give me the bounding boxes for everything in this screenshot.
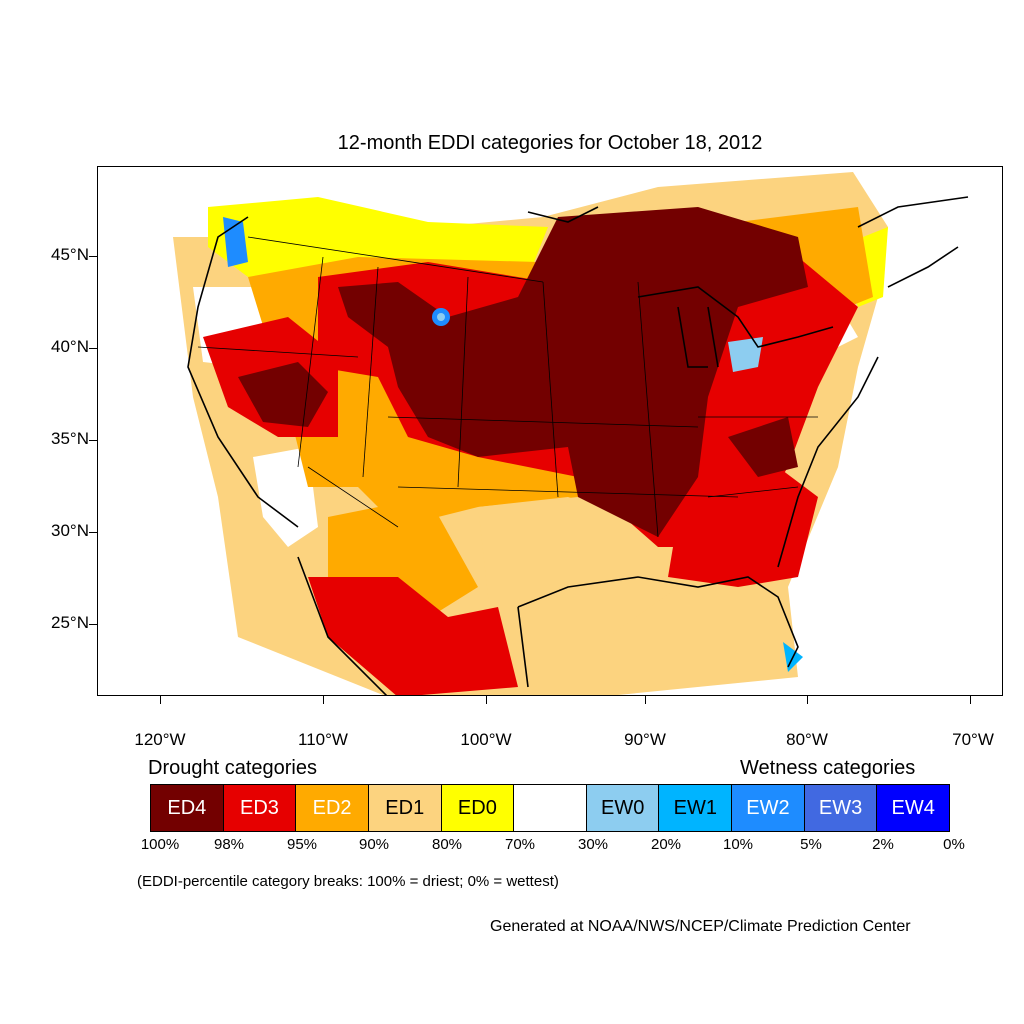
lat-tick [89,440,97,441]
lat-tick [89,532,97,533]
lat-tick [89,256,97,257]
lon-label: 110°W [298,730,348,749]
lon-label: 80°W [786,730,828,749]
lon-tick [807,696,808,704]
legend-box-ew3: EW3 [804,785,878,831]
legend-box-ed2: ED2 [296,785,369,831]
legend-box-ed3: ED3 [223,785,297,831]
legend-break: 5% [800,836,822,853]
legend-break: 20% [650,836,682,853]
ed3-mexico [308,577,518,695]
legend-break: 90% [358,836,390,853]
lat-label: 40°N [51,337,89,356]
lon-tick [160,696,161,704]
category-legend: ED4 ED3 ED2 ED1 ED0 EW0 EW1 EW2 EW3 EW4 [150,784,950,832]
legend-break: 2% [872,836,894,853]
lon-tick [486,696,487,704]
lon-label: 90°W [624,730,666,749]
california-white [253,447,318,547]
state-boundaries [197,236,818,538]
lon-label: 100°W [460,730,512,749]
eddi-map [173,172,969,695]
legend-break: 30% [577,836,609,853]
legend-box-ew0: EW0 [586,785,660,831]
legend-break: 100% [140,836,180,853]
lon-label: 120°W [134,730,186,749]
legend-box-normal [514,785,587,831]
wetness-categories-title: Wetness categories [740,757,916,779]
ed4-virginia [728,417,798,477]
lat-tick [89,624,97,625]
credit-text: Generated at NOAA/NWS/NCEP/Climate Predi… [490,918,911,935]
legend-box-ew4: EW4 [877,785,950,831]
drought-categories-title: Drought categories [148,757,317,779]
legend-break: 0% [943,836,965,853]
lat-label: 25°N [51,613,89,632]
legend-break: 10% [722,836,754,853]
map-title: 12-month EDDI categories for October 18,… [337,132,763,154]
coastlines [187,196,969,695]
lat-label: 45°N [51,245,89,264]
ed4-midwest [338,207,808,537]
legend-break: 98% [213,836,245,853]
lat-tick [89,348,97,349]
legend-break: 70% [504,836,536,853]
legend-box-ew2: EW2 [732,785,805,831]
legend-break: 80% [431,836,463,853]
legend-box-ew1: EW1 [659,785,733,831]
lat-label: 35°N [51,429,89,448]
legend-break: 95% [286,836,318,853]
map-panel [97,166,1003,696]
legend-box-ed4: ED4 [151,785,224,831]
ed1-texas [478,497,678,667]
lon-tick [645,696,646,704]
legend-box-ed0: ED0 [441,785,515,831]
ed4-great-basin [238,362,328,427]
lon-tick [970,696,971,704]
ew-wet-lake-erie [728,337,763,372]
legend-note: (EDDI-percentile category breaks: 100% =… [137,873,559,890]
lon-tick [323,696,324,704]
lat-label: 30°N [51,521,89,540]
legend-box-ed1: ED1 [368,785,442,831]
lon-label: 70°W [952,730,994,749]
